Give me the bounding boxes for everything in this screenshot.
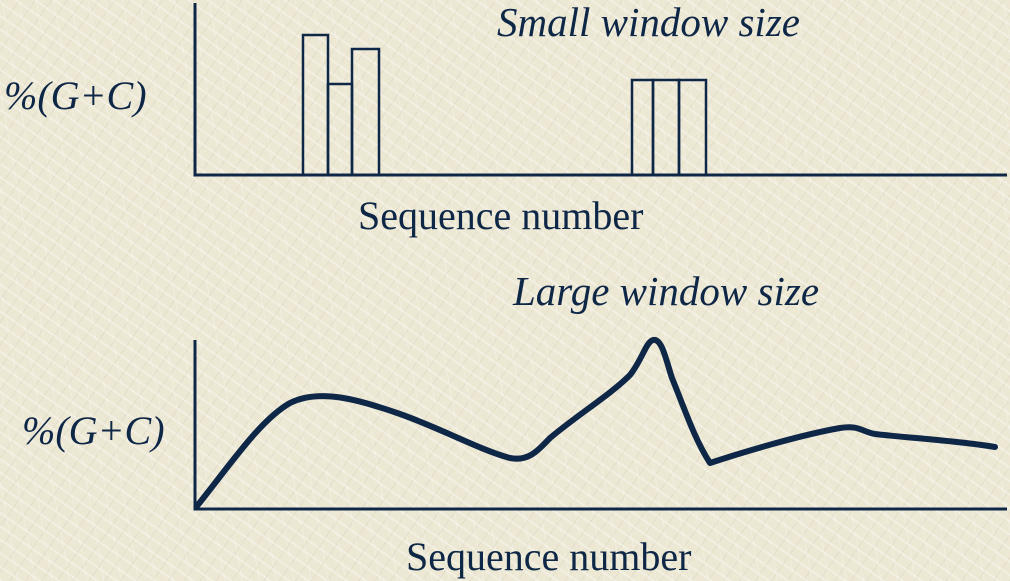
top-panel-title: Small window size	[497, 0, 800, 45]
top-axes	[193, 3, 1007, 177]
top-bar	[301, 33, 330, 177]
bottom-panel	[193, 337, 1007, 511]
top-x-axis-label: Sequence number	[358, 193, 644, 238]
top-panel	[193, 3, 1007, 177]
bottom-y-axis-label: %(G+C)	[22, 408, 165, 453]
bottom-x-axis-label: Sequence number	[406, 534, 692, 579]
top-y-axis-label: %(G+C)	[4, 73, 147, 118]
top-bar	[326, 82, 354, 177]
top-bar	[630, 78, 655, 177]
top-bar	[651, 78, 681, 177]
gc-curve	[194, 337, 998, 509]
bottom-axes	[193, 340, 1007, 511]
bottom-panel-title: Large window size	[513, 268, 820, 314]
top-bar	[350, 47, 381, 177]
top-bar	[677, 78, 708, 177]
